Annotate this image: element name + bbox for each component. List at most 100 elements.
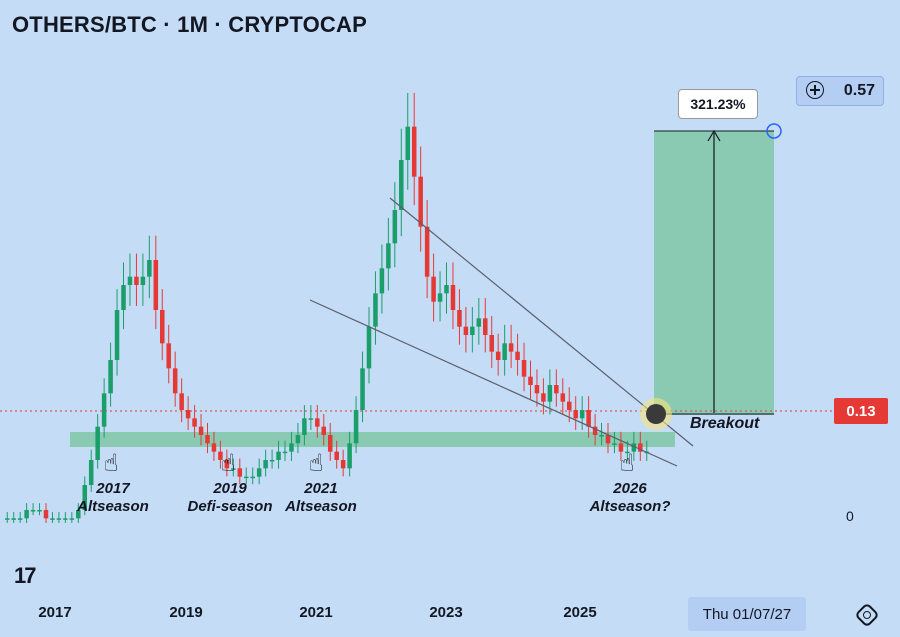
candle-body <box>11 518 16 520</box>
chart-title: OTHERS/BTC · 1M · CRYPTOCAP <box>12 12 367 37</box>
candle-body <box>386 243 391 269</box>
candle-body <box>360 368 365 410</box>
annotation-2026: 2026 Altseason? <box>590 480 671 516</box>
pointing-hand-icon: ☝ <box>308 450 324 477</box>
candle-body <box>625 451 630 454</box>
percent-gain-label: 321.23% <box>678 89 758 119</box>
candle-body <box>502 343 507 360</box>
candle-body <box>269 460 275 462</box>
candle-body <box>463 326 469 335</box>
candle-body <box>121 285 126 310</box>
candle-body <box>263 460 268 469</box>
candle-body <box>411 126 417 177</box>
support-zone <box>70 432 675 447</box>
candle-body <box>95 426 100 460</box>
candle-body <box>4 518 10 520</box>
candle-body <box>224 460 230 469</box>
candle-body <box>166 343 171 369</box>
candle-body <box>592 426 598 435</box>
candle-body <box>508 343 514 352</box>
candle-body <box>450 285 456 310</box>
target-handle-circle[interactable] <box>766 123 782 139</box>
candle-body <box>470 326 475 335</box>
candle-body <box>153 260 159 310</box>
candle-body <box>127 276 133 285</box>
wedge-lower-line <box>309 299 678 467</box>
candle-body <box>256 468 262 477</box>
candle-body <box>179 393 184 410</box>
candle-body <box>315 418 320 427</box>
candle-body <box>444 285 449 294</box>
crosshair-date-label: Thu 01/07/27 <box>688 597 806 631</box>
candle-body <box>147 260 152 277</box>
candle-body <box>340 460 346 469</box>
wedge-upper-line <box>389 197 694 447</box>
candle-body <box>399 160 404 210</box>
candle-body <box>599 435 604 437</box>
candle-body <box>618 443 624 452</box>
candle-body <box>366 326 372 369</box>
annotation-2019: 2019 Defi-season <box>187 480 272 516</box>
candle-body <box>30 510 36 512</box>
candle-body <box>172 368 178 394</box>
candle-body <box>476 318 482 327</box>
pointing-hand-icon: ☝ <box>619 450 635 477</box>
candle-body <box>205 435 210 444</box>
annotation-year: 2026 <box>613 480 647 497</box>
candle-body <box>560 393 566 402</box>
candles-group <box>4 93 650 523</box>
candle-body <box>237 468 243 477</box>
annotation-label: Defi-season <box>187 498 273 515</box>
annotation-year: 2019 <box>213 480 247 497</box>
target-price-value: 0.57 <box>843 82 875 99</box>
candle-body <box>566 401 572 410</box>
x-tick-label: 2025 <box>563 604 597 621</box>
candle-body <box>192 418 197 427</box>
candle-body <box>534 385 540 394</box>
candle-body <box>302 418 307 435</box>
candle-body <box>579 410 585 419</box>
candle-body <box>392 210 398 244</box>
annotation-year: 2021 <box>304 480 338 497</box>
tradingview-logo: 17 <box>14 563 36 588</box>
candle-body <box>515 351 520 360</box>
candle-body <box>327 435 333 452</box>
candle-body <box>573 410 578 419</box>
candle-body <box>554 385 559 394</box>
candle-body <box>495 351 501 360</box>
annotation-label: Altseason? <box>589 498 671 515</box>
candle-body <box>541 393 546 402</box>
candle-body <box>24 510 29 519</box>
annotation-label: Altseason <box>77 498 149 515</box>
candle-body <box>424 226 430 277</box>
candle-body <box>134 276 139 285</box>
annotation-2021: 2021 Altseason <box>285 480 357 516</box>
candle-body <box>379 268 385 294</box>
zero-price-label: 0 <box>846 508 854 524</box>
annotation-year: 2017 <box>96 480 130 497</box>
candle-body <box>373 293 378 327</box>
candle-body <box>612 443 617 445</box>
candle-body <box>276 451 281 460</box>
candle-body <box>547 385 553 402</box>
candle-body <box>69 518 75 520</box>
candle-body <box>250 476 255 479</box>
pointing-hand-icon: ☝ <box>103 450 119 477</box>
plus-icon[interactable] <box>806 81 824 99</box>
candle-body <box>17 518 23 520</box>
candle-body <box>37 510 42 512</box>
breakout-marker <box>640 398 672 430</box>
current-price-tag: 0.13 <box>834 398 888 424</box>
candle-body <box>114 310 120 360</box>
candle-body <box>218 451 223 460</box>
candle-body <box>282 451 288 454</box>
candle-body <box>140 276 146 285</box>
candle-body <box>521 360 527 377</box>
annotation-2017: 2017 Altseason <box>77 480 149 516</box>
candle-body <box>56 518 62 520</box>
candle-body <box>88 460 94 485</box>
x-tick-label: 2021 <box>299 604 333 621</box>
pointing-hand-icon: ☝ <box>220 450 236 477</box>
candle-body <box>489 335 494 352</box>
